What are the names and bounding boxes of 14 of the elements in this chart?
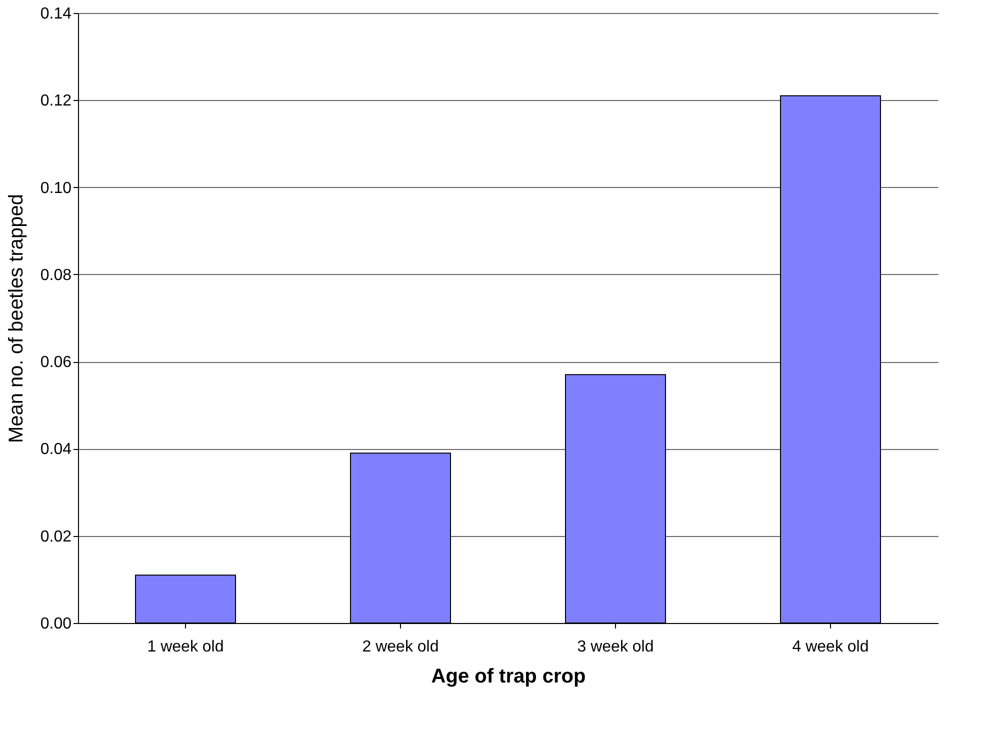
y-tick-label: 0.06 xyxy=(40,354,72,372)
y-tick-label: 0.02 xyxy=(40,528,72,546)
y-tick-label: 0.12 xyxy=(40,92,72,110)
y-tick-label: 0.00 xyxy=(40,616,72,632)
y-tick-label: 0.14 xyxy=(40,6,72,22)
y-tick-label: 0.08 xyxy=(40,266,72,284)
y-tick-label: 0.04 xyxy=(40,441,72,458)
x-tick-label: 2 week old xyxy=(362,638,439,656)
x-tick-label: 4 week old xyxy=(792,638,869,656)
x-tick-label: 1 week old xyxy=(147,638,224,656)
x-axis-title: Age of trap crop xyxy=(431,666,586,688)
x-tick-label: 3 week old xyxy=(577,638,654,656)
y-axis-title: Mean no. of beetles trapped xyxy=(5,194,28,444)
y-tick-label: 0.10 xyxy=(40,180,72,197)
